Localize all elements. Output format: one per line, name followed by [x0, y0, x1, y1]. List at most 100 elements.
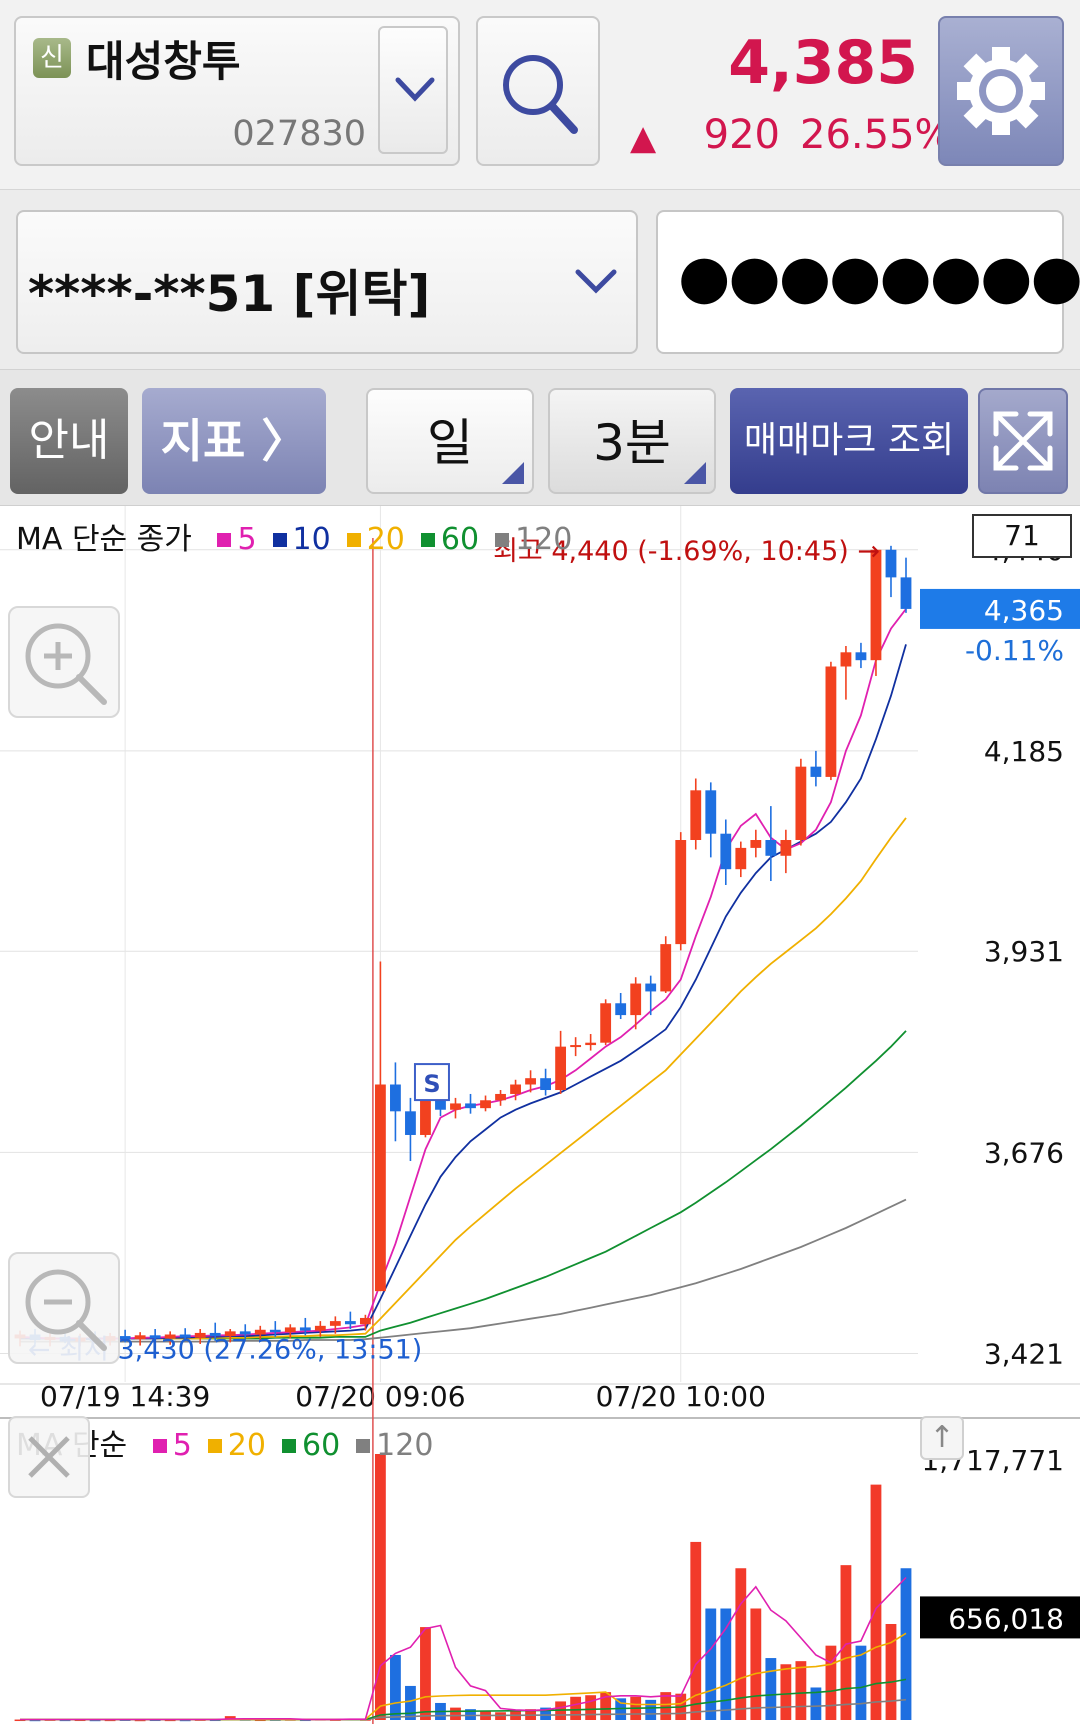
candle-body — [149, 1335, 161, 1339]
volume-bar — [420, 1627, 431, 1720]
indicator-button[interactable]: 지표 〉 — [142, 388, 326, 494]
candle-body — [390, 1084, 401, 1112]
candle-body — [810, 766, 822, 777]
price-legend-title: MA 단순 종가 — [16, 522, 192, 557]
volume-bar — [885, 1623, 897, 1720]
volume-bar — [810, 1687, 822, 1720]
candle-body — [284, 1327, 296, 1333]
interval-selector[interactable]: 3분 — [548, 388, 716, 494]
candle-body — [465, 1103, 476, 1109]
volume-bar — [585, 1695, 597, 1720]
volume-bar — [900, 1568, 912, 1720]
candle-body — [660, 944, 672, 992]
price-ma5-swatch — [217, 532, 232, 547]
volume-bar — [705, 1608, 717, 1720]
volume-bar — [735, 1568, 747, 1720]
candle-body — [269, 1329, 281, 1333]
volume-bar — [795, 1661, 807, 1720]
candle-body — [540, 1078, 551, 1091]
volume-bar — [840, 1565, 852, 1720]
price-ma60-label: 60 — [440, 522, 480, 557]
candle-body — [690, 790, 702, 841]
candle-body — [375, 1084, 386, 1292]
settings-button[interactable] — [938, 16, 1064, 166]
stock-dropdown-button[interactable] — [378, 26, 448, 154]
candle-body — [780, 840, 792, 856]
candle-body — [510, 1084, 521, 1094]
candle-body — [675, 840, 687, 945]
interval-label: 3분 — [593, 414, 671, 472]
price-ma120-line — [20, 1198, 907, 1343]
volume-bar — [465, 1709, 476, 1720]
volume-bar — [645, 1699, 657, 1720]
up-arrow-icon: ▲ — [630, 118, 657, 158]
account-selector[interactable]: ****-**51 [위탁] — [16, 210, 638, 354]
candle-body — [209, 1332, 221, 1337]
candle-body — [450, 1103, 461, 1110]
candle-body — [855, 652, 867, 661]
candle-body — [194, 1332, 206, 1338]
candle-body — [885, 549, 897, 578]
price-legend: MA 단순 종가 5 10 20 60 120 — [16, 514, 584, 558]
price-ma5-label: 5 — [237, 522, 257, 557]
password-field[interactable]: ●●●●●●●●● — [656, 210, 1080, 354]
sell-mark-label: S — [423, 1070, 440, 1098]
trade-mark-button[interactable]: 매매마크 조회 — [730, 388, 968, 494]
candle-body — [630, 983, 642, 1016]
fullscreen-button[interactable] — [978, 388, 1068, 494]
candle-body — [495, 1093, 506, 1101]
price-y-tick: 3,931 — [984, 935, 1064, 968]
arrow-up-icon[interactable]: ↑ — [920, 1416, 964, 1460]
price-ma10-swatch — [272, 532, 287, 547]
candle-body — [254, 1329, 266, 1335]
candle-body — [525, 1078, 536, 1085]
volume-bar — [540, 1707, 551, 1720]
price-ma120-swatch — [495, 532, 510, 547]
price-ma20-line — [20, 817, 907, 1340]
price-ma10-label: 10 — [292, 522, 331, 557]
info-button[interactable]: 안내 — [10, 388, 128, 494]
candle-body — [570, 1045, 582, 1048]
period-label: 일 — [427, 414, 473, 472]
period-selector[interactable]: 일 — [366, 388, 534, 494]
current-price-change: -0.11% — [965, 634, 1064, 667]
candle-body — [299, 1327, 311, 1331]
close-indicator-button[interactable] — [8, 1416, 90, 1498]
zoom-out-button[interactable] — [8, 1252, 120, 1364]
current-volume-tag — [920, 1596, 1080, 1639]
search-button[interactable] — [476, 16, 600, 166]
stock-name: 대성창투 — [86, 37, 241, 86]
current-price: 4,385 — [728, 28, 918, 98]
price-y-tick: 3,421 — [984, 1337, 1064, 1370]
price-change: 920 — [703, 112, 780, 158]
candle-body — [720, 833, 732, 870]
volume-ma60-swatch — [281, 1438, 296, 1453]
price-ma60-swatch — [420, 532, 435, 547]
chevron-down-icon — [575, 269, 617, 294]
candle-body — [119, 1336, 131, 1340]
x-tick-label: 07/20 10:00 — [596, 1380, 766, 1413]
volume-ma120-swatch — [356, 1438, 371, 1453]
volume-bar — [600, 1692, 612, 1720]
volume-ma5-label: 5 — [172, 1428, 192, 1463]
candle-body — [179, 1334, 191, 1338]
candle-body — [870, 549, 882, 661]
candle-body — [344, 1321, 356, 1325]
x-tick-label: 07/19 14:39 — [40, 1380, 210, 1413]
dropdown-corner-icon — [684, 462, 706, 484]
price-ma20-label: 20 — [366, 522, 405, 557]
candle-body — [645, 983, 657, 992]
candle-body — [585, 1042, 597, 1046]
candle-body — [420, 1098, 431, 1135]
zoom-in-button[interactable] — [8, 606, 120, 718]
candle-body — [134, 1335, 146, 1340]
volume-bar — [750, 1608, 762, 1720]
volume-bar — [720, 1608, 732, 1720]
volume-ma60-label: 60 — [301, 1428, 341, 1463]
x-tick-label: 07/20 09:06 — [295, 1380, 465, 1413]
candle-count-box[interactable]: 71 — [972, 514, 1072, 558]
stock-selector[interactable]: 신 대성창투 027830 — [14, 16, 460, 166]
volume-ma20-swatch — [207, 1438, 222, 1453]
